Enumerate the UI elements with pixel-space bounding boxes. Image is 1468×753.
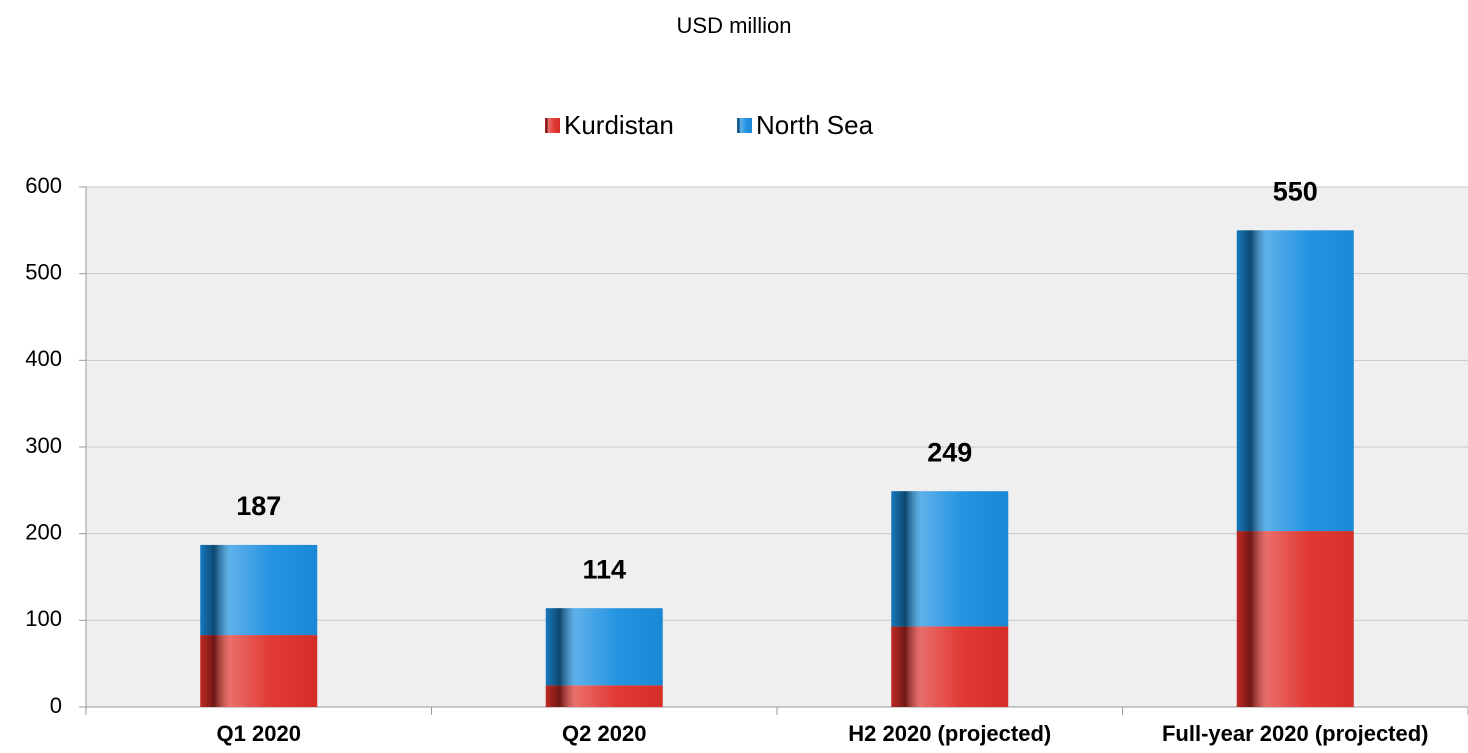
y-tick-label: 100 — [25, 606, 62, 631]
bar-shade — [891, 491, 1009, 627]
legend-swatch-shade — [545, 118, 560, 133]
y-tick-label: 500 — [25, 259, 62, 284]
chart-title: USD million — [677, 13, 792, 38]
y-tick-label: 200 — [25, 519, 62, 544]
bar-shade — [545, 608, 663, 686]
y-tick-label: 600 — [25, 173, 62, 198]
total-label: 550 — [1273, 176, 1318, 206]
total-label: 249 — [927, 437, 972, 467]
bar-shade — [891, 626, 1009, 707]
legend-swatch-shade — [737, 118, 752, 133]
bar-shade — [200, 544, 318, 636]
x-tick-label: H2 2020 (projected) — [848, 721, 1051, 746]
total-label: 114 — [582, 554, 626, 584]
y-tick-label: 0 — [50, 693, 62, 718]
legend-label: Kurdistan — [564, 110, 674, 140]
bar-shade — [1236, 531, 1354, 707]
y-tick-label: 400 — [25, 346, 62, 371]
total-label: 187 — [236, 491, 281, 521]
x-tick-label: Full-year 2020 (projected) — [1162, 721, 1429, 746]
x-tick-label: Q2 2020 — [562, 721, 646, 746]
legend-label: North Sea — [756, 110, 874, 140]
y-tick-label: 300 — [25, 433, 62, 458]
bar-shade — [1236, 230, 1354, 532]
bar-shade — [545, 685, 663, 707]
bar-shade — [200, 635, 318, 707]
x-tick-label: Q1 2020 — [217, 721, 301, 746]
